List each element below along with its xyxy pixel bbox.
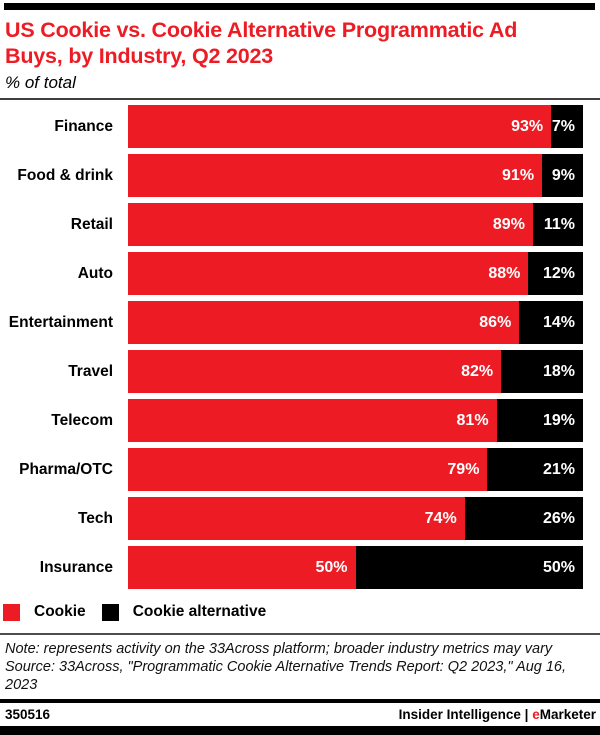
bar-value-label: 82% (461, 362, 494, 380)
category-label: Pharma/OTC (19, 460, 113, 478)
cookie-bar-segment: 89% (128, 203, 533, 247)
cookie-bar-segment: 91% (128, 154, 543, 198)
cookie-alternative-bar-segment: 12% (528, 252, 583, 296)
chart-row: Food & drink 91% 9% (0, 154, 600, 198)
bar-value-label: 7% (551, 117, 575, 135)
bar-value-label: 50% (542, 558, 575, 576)
bar-chart: Finance 93% 7% Food & drink 91% 9% Retail 89% 11… (0, 105, 600, 590)
chart-title-line-1: US Cookie vs. Cookie Alternative Program… (5, 18, 518, 42)
cookie-bar-segment: 50% (128, 546, 356, 590)
bar-track: 81% 19% (128, 399, 583, 443)
bar-track: 79% 21% (128, 448, 583, 492)
cookie-alternative-bar-segment: 7% (551, 105, 583, 149)
brand-text: Insider Intelligence | eMarketer (399, 707, 596, 722)
bar-value-label: 89% (492, 215, 525, 233)
cookie-bar-segment: 93% (128, 105, 552, 149)
bar-value-label: 86% (479, 313, 512, 331)
footer: 350516 Insider Intelligence | eMarketer (5, 707, 596, 722)
bar-track: 89% 11% (128, 203, 583, 247)
chart-row: Entertainment 86% 14% (0, 301, 600, 345)
category-label: Telecom (51, 411, 113, 429)
category-label: Auto (77, 264, 113, 282)
chart-row: Retail 89% 11% (0, 203, 600, 247)
chart-title-line-2: Buys, by Industry, Q2 2023 (5, 43, 274, 68)
bar-value-label: 26% (542, 509, 575, 527)
notes-block: Note: represents activity on the 33Acros… (5, 641, 596, 695)
cookie-legend-swatch (3, 603, 20, 621)
bar-track: 82% 18% (128, 350, 583, 394)
chart-row: Auto 88% 12% (0, 252, 600, 296)
chart-row: Insurance 50% 50% (0, 546, 600, 590)
footer-divider (0, 699, 600, 704)
bar-value-label: 9% (551, 166, 575, 184)
top-border-bar (4, 3, 595, 10)
bar-track: 88% 12% (128, 252, 583, 296)
cookie-alternative-bar-segment: 14% (519, 301, 583, 345)
category-label: Tech (77, 509, 113, 527)
bar-track: 74% 26% (128, 497, 583, 541)
brand-separator: | (524, 707, 529, 723)
cookie-bar-segment: 82% (128, 350, 502, 394)
chart-title: US Cookie vs. Cookie Alternative Program… (5, 18, 594, 70)
bar-track: 86% 14% (128, 301, 583, 345)
category-label: Finance (54, 117, 113, 135)
bar-value-label: 19% (542, 411, 575, 429)
bar-value-label: 93% (511, 117, 544, 135)
brand-emarketer-e: e (532, 707, 540, 723)
bar-track: 50% 50% (128, 546, 583, 590)
category-label: Entertainment (8, 313, 113, 331)
legend-divider (0, 633, 600, 636)
brand-insider-intelligence: Insider Intelligence (398, 707, 521, 723)
bar-value-label: 81% (456, 411, 489, 429)
cookie-alternative-bar-segment: 21% (487, 448, 583, 492)
bar-value-label: 12% (542, 264, 575, 282)
legend-item: Cookie alternative (101, 603, 267, 621)
category-label: Retail (70, 215, 113, 233)
bar-value-label: 21% (542, 460, 575, 478)
legend: Cookie Cookie alternative (3, 603, 600, 621)
chart-id: 350516 (5, 707, 51, 723)
legend-label: Cookie (34, 603, 86, 621)
bar-value-label: 50% (315, 558, 348, 576)
bar-value-label: 88% (488, 264, 521, 282)
chart-subtitle: % of total (5, 72, 76, 92)
cookie-alternative-bar-segment: 50% (355, 546, 583, 590)
cookie-alternative-bar-segment: 19% (496, 399, 583, 443)
bar-value-label: 11% (543, 215, 575, 233)
cookie-alternative-legend-swatch (101, 603, 119, 621)
note-text: Note: represents activity on the 33Acros… (5, 641, 553, 658)
chart-row: Pharma/OTC 79% 21% (0, 448, 600, 492)
bar-value-label: 91% (502, 166, 535, 184)
cookie-bar-segment: 81% (128, 399, 497, 443)
cookie-alternative-bar-segment: 11% (532, 203, 583, 247)
chart-row: Travel 82% 18% (0, 350, 600, 394)
bar-value-label: 74% (424, 509, 457, 527)
header-divider (0, 98, 600, 101)
category-label: Travel (68, 362, 113, 380)
brand-emarketer-rest: Marketer (539, 707, 596, 723)
cookie-alternative-bar-segment: 9% (542, 154, 583, 198)
bar-value-label: 14% (542, 313, 575, 331)
cookie-bar-segment: 79% (128, 448, 488, 492)
bar-value-label: 79% (447, 460, 480, 478)
bar-value-label: 18% (542, 362, 575, 380)
cookie-bar-segment: 86% (128, 301, 520, 345)
bottom-border-bar (0, 726, 600, 735)
cookie-bar-segment: 74% (128, 497, 465, 541)
source-text: Source: 33Across, "Programmatic Cookie A… (5, 659, 567, 694)
chart-row: Telecom 81% 19% (0, 399, 600, 443)
category-label: Insurance (39, 558, 113, 576)
cookie-alternative-bar-segment: 26% (464, 497, 583, 541)
cookie-alternative-bar-segment: 18% (501, 350, 583, 394)
legend-item: Cookie (3, 603, 86, 621)
chart-row: Tech 74% 26% (0, 497, 600, 541)
bar-track: 91% 9% (128, 154, 583, 198)
cookie-bar-segment: 88% (128, 252, 529, 296)
category-label: Food & drink (17, 166, 113, 184)
chart-row: Finance 93% 7% (0, 105, 600, 149)
legend-label: Cookie alternative (132, 603, 267, 621)
bar-track: 93% 7% (128, 105, 583, 149)
